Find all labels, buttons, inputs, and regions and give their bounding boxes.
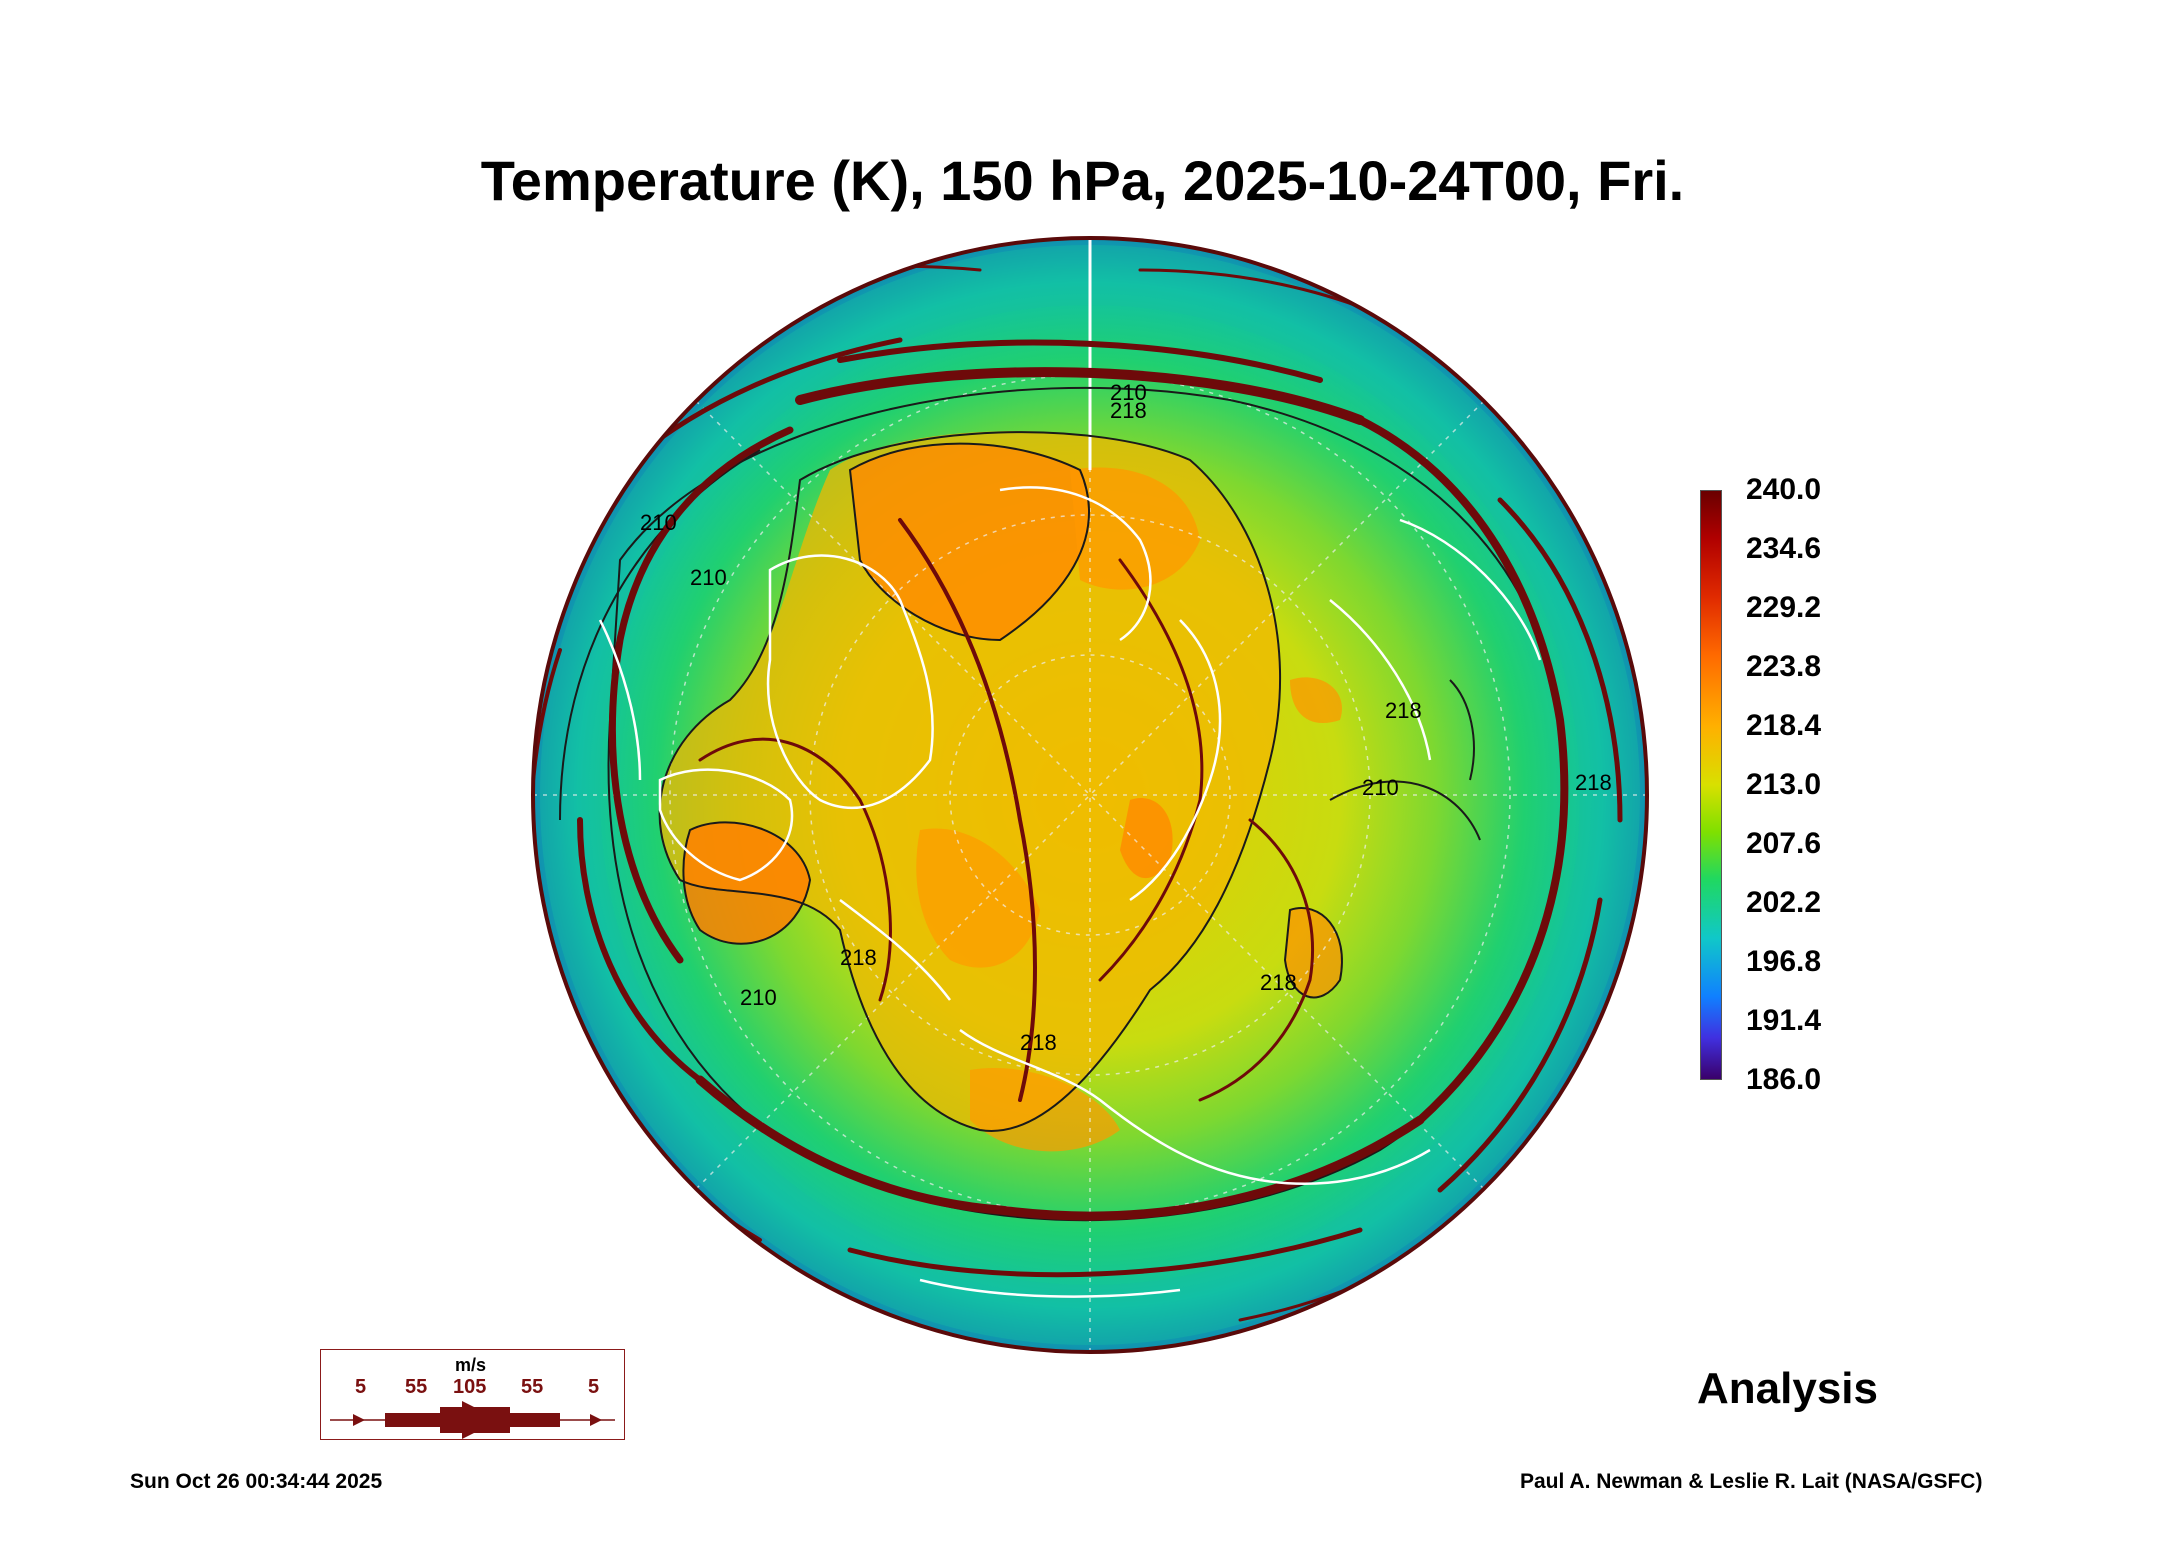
contour-label-group: 210 218 210 210 218 210 218 218 218 210 …: [640, 380, 1612, 1055]
colorbar-label: 234.6: [1746, 532, 1822, 565]
colorbar-label: 218.4: [1746, 709, 1822, 742]
colorbar-label: 229.2: [1746, 591, 1822, 624]
colorbar-label: 202.2: [1746, 886, 1822, 919]
colorbar-label: 223.8: [1746, 650, 1822, 683]
globe-outline: [531, 236, 1649, 1354]
wind-speed-legend: [320, 1349, 625, 1440]
graticule: [533, 238, 1647, 1352]
wind-legend-arrow: [330, 1401, 615, 1439]
colorbar-label: 240.0: [1746, 473, 1822, 506]
contour-label: 218: [1020, 1030, 1057, 1055]
legend-speed: 55: [521, 1376, 544, 1398]
colorbar-label: 191.4: [1746, 1004, 1822, 1037]
legend-speed: 105: [453, 1376, 487, 1398]
legend-speed: 55: [405, 1376, 428, 1398]
contour-label: 210: [690, 565, 727, 590]
legend-speed: 5: [355, 1376, 367, 1398]
contour-label: 218: [1260, 970, 1297, 995]
footer-timestamp: Sun Oct 26 00:34:44 2025: [130, 1470, 383, 1493]
footer-credit: Paul A. Newman & Leslie R. Lait (NASA/GS…: [1520, 1470, 1983, 1493]
contour-label: 218: [1575, 770, 1612, 795]
legend-speed: 5: [588, 1376, 600, 1398]
globe-field: 210 218 210 210 218 210 218 218 218 210 …: [533, 238, 1647, 1352]
contour-label: 210: [740, 985, 777, 1010]
colorbar-label: 186.0: [1746, 1063, 1822, 1096]
colorbar-label: 207.6: [1746, 827, 1822, 860]
temperature-colorbar: [1700, 490, 1722, 1080]
contour-label: 210: [640, 510, 677, 535]
coastlines: [598, 486, 1542, 1298]
colorbar-label: 213.0: [1746, 768, 1822, 801]
analysis-label: Analysis: [1697, 1364, 1878, 1413]
contour-label: 210: [1362, 775, 1399, 800]
colorbar-label: 196.8: [1746, 945, 1822, 978]
contour-label: 218: [1385, 698, 1422, 723]
contour-label: 218: [1110, 398, 1147, 423]
map-title: Temperature (K), 150 hPa, 2025-10-24T00,…: [480, 149, 1685, 212]
contour-label: 218: [840, 945, 877, 970]
legend-unit: m/s: [455, 1355, 487, 1375]
contour-label: 210: [1110, 380, 1147, 405]
